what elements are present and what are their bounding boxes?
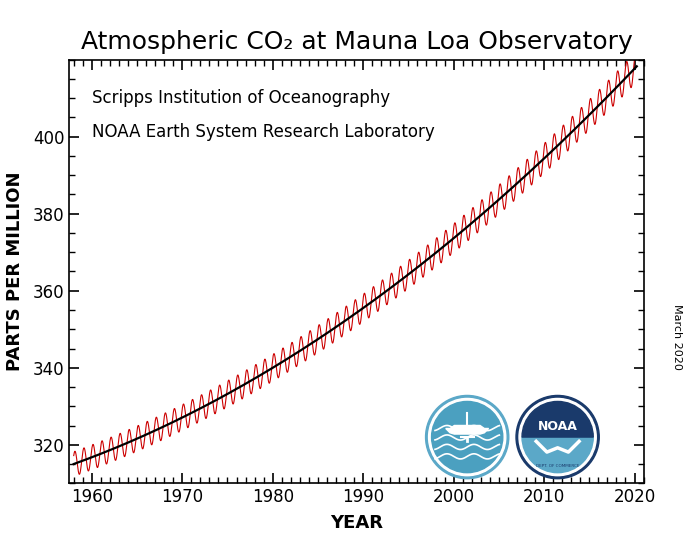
Text: U C S D: U C S D <box>456 463 478 468</box>
Circle shape <box>426 395 509 479</box>
X-axis label: YEAR: YEAR <box>330 514 383 533</box>
Y-axis label: PARTS PER MILLION: PARTS PER MILLION <box>6 172 24 371</box>
Title: Atmospheric CO₂ at Mauna Loa Observatory: Atmospheric CO₂ at Mauna Loa Observatory <box>80 30 632 54</box>
Circle shape <box>428 399 506 476</box>
Polygon shape <box>446 426 489 434</box>
Circle shape <box>519 399 597 476</box>
Text: Scripps Institution of Oceanography: Scripps Institution of Oceanography <box>92 90 390 108</box>
Text: March 2020: March 2020 <box>672 304 682 370</box>
Circle shape <box>516 395 599 479</box>
Wedge shape <box>522 401 593 437</box>
Text: NOAA Earth System Research Laboratory: NOAA Earth System Research Laboratory <box>92 123 435 141</box>
Circle shape <box>432 401 503 472</box>
Text: NOAA: NOAA <box>538 420 578 433</box>
Wedge shape <box>522 437 593 472</box>
Text: DEPT. OF COMMERCE: DEPT. OF COMMERCE <box>536 464 579 468</box>
